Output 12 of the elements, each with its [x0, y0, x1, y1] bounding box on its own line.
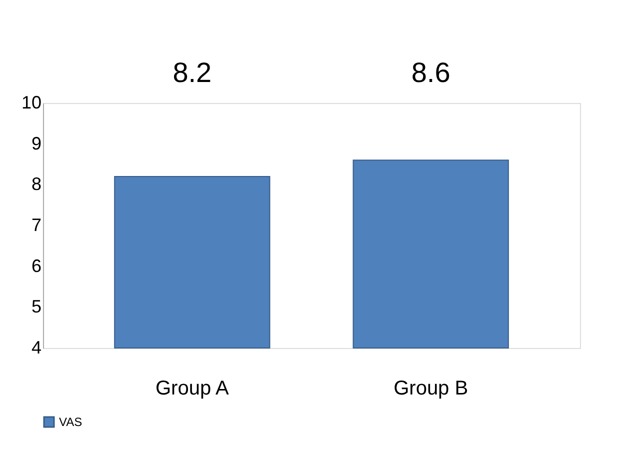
x-tick-label: Group B	[394, 378, 468, 400]
legend-label: VAS	[59, 415, 82, 429]
data-label: 8.2	[172, 57, 212, 88]
y-tick-label: 4	[31, 338, 42, 358]
y-tick-label: 10	[21, 92, 42, 112]
y-tick-label: 8	[31, 174, 42, 194]
x-tick-label: Group A	[155, 378, 230, 400]
y-tick-label: 6	[31, 256, 42, 276]
y-tick-label: 9	[31, 133, 42, 154]
y-tick-label: 7	[31, 215, 42, 235]
data-label: 8.6	[411, 57, 450, 88]
y-tick-label: 5	[31, 296, 42, 317]
